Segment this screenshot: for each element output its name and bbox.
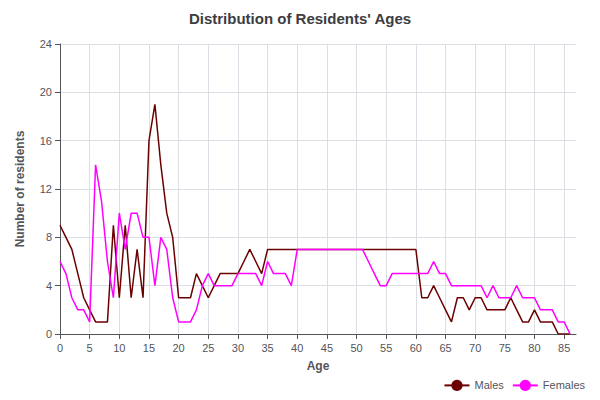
svg-text:30: 30 [232, 342, 244, 354]
svg-text:55: 55 [380, 342, 392, 354]
svg-text:Number of residents: Number of residents [13, 130, 27, 247]
svg-text:0: 0 [57, 342, 63, 354]
svg-text:16: 16 [40, 135, 52, 147]
svg-text:Distribution of Residents' Age: Distribution of Residents' Ages [189, 10, 411, 27]
svg-text:Females: Females [543, 379, 586, 391]
svg-text:35: 35 [261, 342, 273, 354]
svg-text:50: 50 [350, 342, 362, 354]
svg-text:20: 20 [40, 86, 52, 98]
svg-text:10: 10 [113, 342, 125, 354]
svg-text:70: 70 [469, 342, 481, 354]
svg-text:45: 45 [321, 342, 333, 354]
svg-text:80: 80 [528, 342, 540, 354]
svg-text:65: 65 [439, 342, 451, 354]
svg-text:0: 0 [46, 328, 52, 340]
svg-text:20: 20 [172, 342, 184, 354]
svg-text:12: 12 [40, 183, 52, 195]
svg-text:60: 60 [410, 342, 422, 354]
svg-text:85: 85 [558, 342, 570, 354]
svg-text:4: 4 [46, 280, 52, 292]
svg-text:Age: Age [307, 359, 330, 373]
svg-text:8: 8 [46, 231, 52, 243]
svg-text:Males: Males [474, 379, 504, 391]
svg-text:25: 25 [202, 342, 214, 354]
svg-text:5: 5 [87, 342, 93, 354]
svg-text:15: 15 [143, 342, 155, 354]
svg-text:24: 24 [40, 38, 52, 50]
svg-text:75: 75 [499, 342, 511, 354]
svg-text:40: 40 [291, 342, 303, 354]
